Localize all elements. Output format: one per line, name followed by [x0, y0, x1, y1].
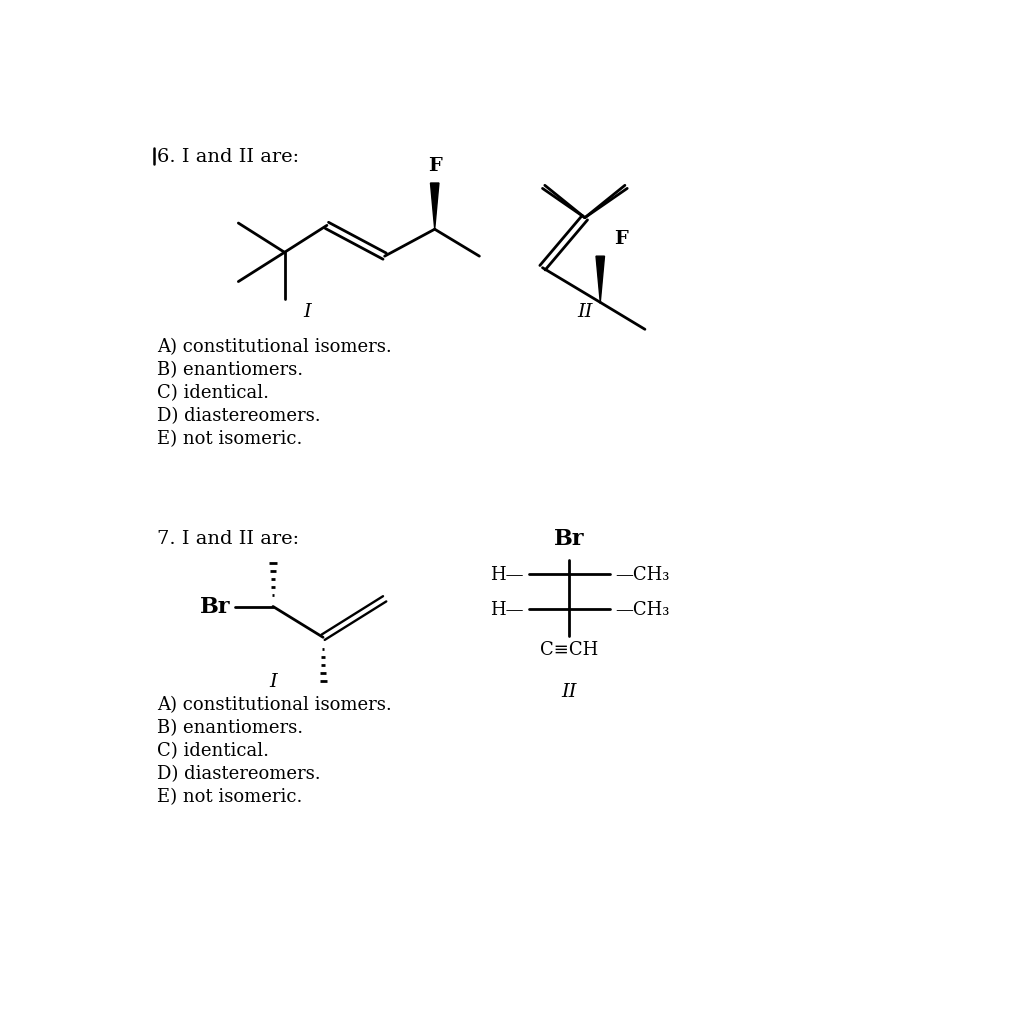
Text: C≡CH: C≡CH [541, 640, 599, 658]
Polygon shape [596, 257, 604, 303]
Text: II: II [562, 683, 578, 700]
Text: A) constitutional isomers.: A) constitutional isomers. [157, 695, 391, 713]
Text: 6. I and II are:: 6. I and II are: [157, 148, 299, 166]
Text: H—: H— [489, 566, 523, 584]
Text: E) not isomeric.: E) not isomeric. [157, 430, 302, 448]
Text: C) identical.: C) identical. [157, 742, 268, 759]
Text: I: I [304, 303, 311, 321]
Text: E) not isomeric.: E) not isomeric. [157, 788, 302, 806]
Text: —CH₃: —CH₃ [615, 600, 670, 619]
Text: D) diastereomers.: D) diastereomers. [157, 764, 321, 783]
Text: F: F [428, 157, 441, 174]
Text: II: II [578, 303, 593, 321]
Text: D) diastereomers.: D) diastereomers. [157, 407, 321, 425]
Text: I: I [269, 673, 276, 690]
Text: B) enantiomers.: B) enantiomers. [157, 361, 303, 379]
Text: A) constitutional isomers.: A) constitutional isomers. [157, 337, 391, 356]
Text: Br: Br [554, 527, 585, 549]
Text: H—: H— [489, 600, 523, 619]
Text: F: F [614, 229, 628, 248]
Text: 7. I and II are:: 7. I and II are: [157, 530, 299, 548]
Text: C) identical.: C) identical. [157, 384, 268, 401]
Polygon shape [430, 183, 439, 230]
Text: Br: Br [200, 596, 230, 618]
Text: —CH₃: —CH₃ [615, 566, 670, 584]
Text: B) enantiomers.: B) enantiomers. [157, 718, 303, 737]
